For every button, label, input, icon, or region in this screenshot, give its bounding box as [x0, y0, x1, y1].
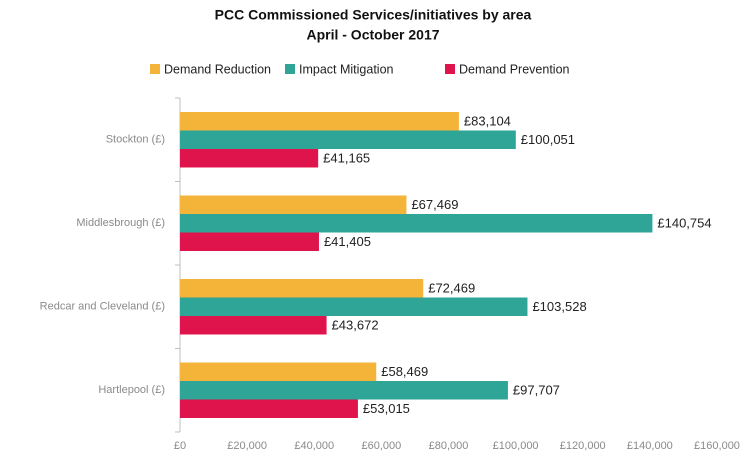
value-label: £97,707	[513, 383, 560, 398]
bar	[180, 362, 377, 381]
bar	[180, 112, 459, 131]
y-tick-label: Middlesbrough (£)	[76, 217, 165, 229]
value-label: £41,405	[324, 234, 371, 249]
y-tick-label: Redcar and Cleveland (£)	[40, 301, 165, 313]
x-tick-label: £60,000	[361, 440, 401, 452]
bar	[180, 195, 407, 214]
bar	[180, 297, 528, 316]
bar	[180, 130, 516, 149]
x-tick-label: £80,000	[429, 440, 469, 452]
bar	[180, 149, 319, 168]
chart-subtitle: April - October 2017	[306, 27, 439, 43]
legend-label: Demand Prevention	[459, 62, 570, 76]
value-label: £67,469	[411, 197, 458, 212]
x-tick-label: £160,000	[694, 440, 740, 452]
bar	[180, 279, 424, 298]
bar	[180, 316, 327, 335]
value-label: £43,672	[332, 318, 379, 333]
value-label: £58,469	[381, 364, 428, 379]
x-tick-label: £20,000	[227, 440, 267, 452]
x-tick-label: £40,000	[294, 440, 334, 452]
value-label: £83,104	[464, 114, 511, 129]
chart-title: PCC Commissioned Services/initiatives by…	[215, 7, 532, 23]
value-label: £100,051	[521, 132, 575, 147]
value-label: £53,015	[363, 401, 410, 416]
legend-swatch	[150, 64, 160, 74]
bar	[180, 232, 319, 251]
x-tick-label: £0	[174, 440, 186, 452]
x-tick-label: £120,000	[560, 440, 606, 452]
bar	[180, 399, 358, 418]
bar	[180, 381, 508, 400]
x-tick-label: £140,000	[627, 440, 673, 452]
legend-label: Demand Reduction	[164, 62, 271, 76]
value-label: £72,469	[428, 281, 475, 296]
y-tick-label: Hartlepool (£)	[98, 384, 165, 396]
value-label: £41,165	[323, 151, 370, 166]
legend-swatch	[445, 64, 455, 74]
x-tick-label: £100,000	[493, 440, 539, 452]
bar	[180, 214, 653, 233]
value-label: £140,754	[657, 216, 711, 231]
legend-label: Impact Mitigation	[299, 62, 394, 76]
legend-swatch	[285, 64, 295, 74]
value-label: £103,528	[532, 299, 586, 314]
y-tick-label: Stockton (£)	[106, 134, 165, 146]
